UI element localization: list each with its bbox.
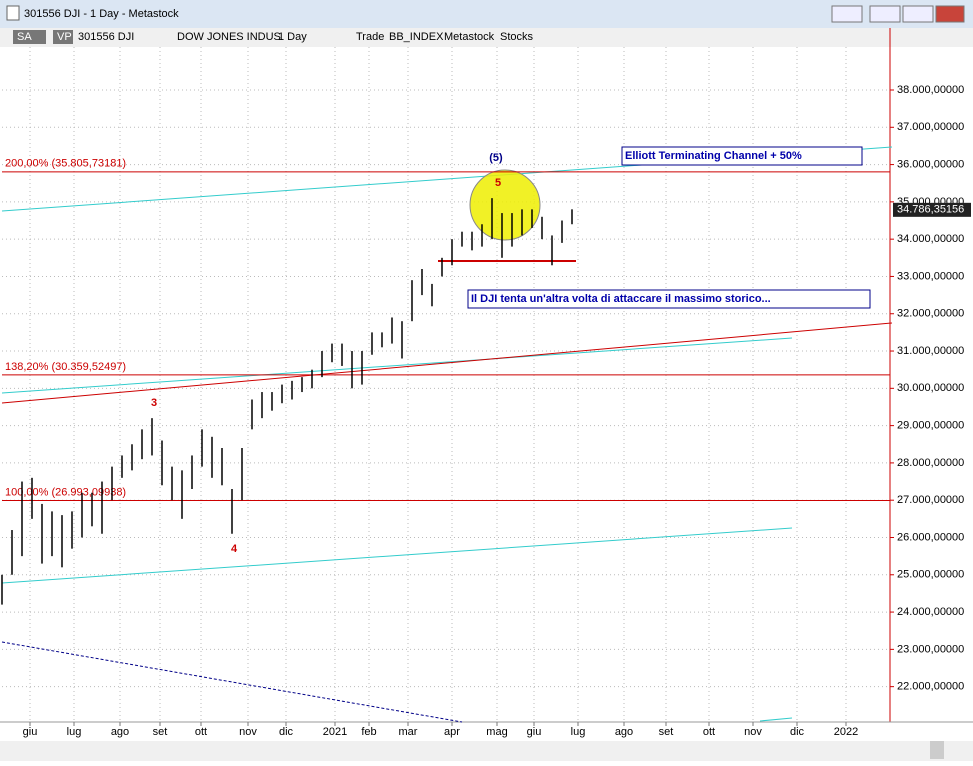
window-title: 301556 DJI - 1 Day - Metastock [24, 8, 179, 20]
x-tick-label: set [659, 726, 674, 738]
sa-button[interactable] [13, 30, 46, 44]
wave-label: 3 [151, 397, 157, 409]
x-tick-label: giu [23, 726, 38, 738]
vp-button[interactable] [53, 30, 73, 44]
last-price-label: 34.786,35156 [897, 204, 964, 216]
app-icon [6, 5, 20, 21]
trendline [1, 322, 893, 404]
x-tick-label: lug [571, 726, 586, 738]
x-tick-label: 2021 [323, 726, 347, 738]
wave-label: (5) [489, 152, 503, 164]
y-tick-label: 30.000,00000 [897, 382, 964, 394]
x-tick-label: 2022 [834, 726, 858, 738]
y-tick-label: 29.000,00000 [897, 420, 964, 432]
x-tick-label: mag [486, 726, 507, 738]
wave-label: 4 [231, 543, 238, 555]
wave-label: 5 [495, 177, 501, 189]
toolbar-label: Stocks [500, 31, 534, 43]
y-tick-label: 34.000,00000 [897, 233, 964, 245]
y-tick-label: 36.000,00000 [897, 158, 964, 170]
y-tick-label: 32.000,00000 [897, 308, 964, 320]
x-tick-label: feb [361, 726, 376, 738]
scrollbar[interactable] [0, 741, 973, 761]
x-tick-label: nov [239, 726, 257, 738]
y-tick-label: 28.000,00000 [897, 457, 964, 469]
annotation: Il DJI tenta un'altra volta di attaccare… [471, 293, 771, 305]
x-tick-label: ago [111, 726, 129, 738]
annotation-box [467, 289, 871, 309]
minimize-button[interactable] [869, 5, 901, 23]
toolbar-label: 301556 DJI [78, 31, 134, 43]
x-tick-label: set [153, 726, 168, 738]
x-tick-label: ott [195, 726, 207, 738]
level-label: 100,00% (26.993,09938) [5, 486, 126, 498]
x-tick-label: dic [790, 726, 805, 738]
x-tick-label: mar [399, 726, 418, 738]
toolbar-label: 1 Day [278, 31, 307, 43]
trendline [1, 337, 793, 394]
highlight-circle [469, 169, 541, 241]
x-tick-label: giu [527, 726, 542, 738]
toolbar-label: Metastock [444, 31, 495, 43]
y-tick-label: 38.000,00000 [897, 84, 964, 96]
x-tick-label: dic [279, 726, 294, 738]
annotation-box [621, 146, 863, 166]
level-label: 138,20% (30.359,52497) [5, 361, 126, 373]
x-tick-label: ago [615, 726, 633, 738]
y-tick-label: 25.000,00000 [897, 569, 964, 581]
y-tick-label: 37.000,00000 [897, 121, 964, 133]
toolbar-label: Trade [356, 31, 384, 43]
x-tick-label: nov [744, 726, 762, 738]
level-label: 200,00% (35.805,73181) [5, 158, 126, 170]
close-button[interactable] [935, 5, 965, 23]
toolbar-label: BB_INDEX [389, 31, 444, 43]
trendline [1, 527, 793, 584]
toolbar-label: VP [57, 31, 72, 43]
y-tick-label: 23.000,00000 [897, 643, 964, 655]
y-tick-label: 22.000,00000 [897, 681, 964, 693]
x-tick-label: lug [67, 726, 82, 738]
trendline [1, 641, 463, 723]
toolbar [0, 28, 973, 47]
y-tick-label: 33.000,00000 [897, 270, 964, 282]
x-tick-label: apr [444, 726, 460, 738]
toolbar-label: SA [17, 31, 32, 43]
toolbar-label: DOW JONES INDUS [177, 31, 281, 43]
trendline [759, 717, 793, 722]
scroll-thumb[interactable] [930, 741, 944, 759]
y-tick-label: 27.000,00000 [897, 494, 964, 506]
annotation: Elliott Terminating Channel + 50% [625, 150, 802, 162]
y-tick-label: 26.000,00000 [897, 531, 964, 543]
y-tick-label: 31.000,00000 [897, 345, 964, 357]
restore-button[interactable] [831, 5, 863, 23]
x-tick-label: ott [703, 726, 715, 738]
last-price-box [893, 202, 971, 217]
y-tick-label: 24.000,00000 [897, 606, 964, 618]
maximize-button[interactable] [902, 5, 934, 23]
plot-area [2, 47, 890, 722]
title-bar [0, 0, 973, 28]
